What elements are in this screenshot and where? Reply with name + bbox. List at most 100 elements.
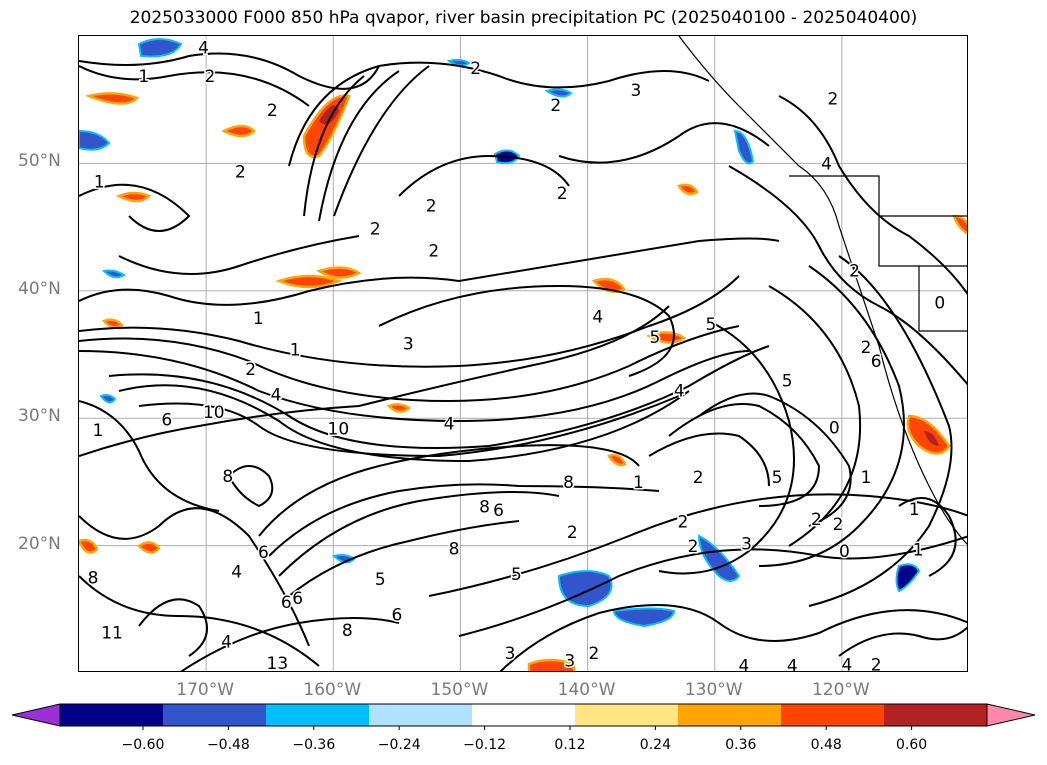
positive-anomaly-area	[386, 403, 412, 413]
contour-label: 4	[444, 415, 455, 435]
contour-label: 8	[449, 539, 460, 559]
colorbar-border	[59, 703, 988, 727]
contour-label: 1	[138, 67, 149, 87]
contour-label: 2	[426, 197, 437, 217]
contour-label: 1	[93, 421, 104, 441]
contour-label: 6	[281, 593, 292, 613]
negative-anomaly-area	[101, 269, 126, 279]
contour-label: 2	[567, 523, 578, 543]
contour-label: 2	[235, 162, 246, 182]
contour-label: 2	[693, 468, 704, 488]
positive-anomaly-area	[79, 538, 99, 554]
contour-label: 4	[198, 39, 209, 59]
colorbar-tick-label: −0.12	[463, 737, 507, 753]
contour-label: 2	[245, 360, 256, 380]
colorbar-segment	[60, 704, 164, 726]
contour-label: 13	[267, 654, 289, 672]
contour-label: 4	[787, 657, 798, 672]
latitude-label: 20°N	[18, 533, 61, 554]
contour-label: 1	[94, 173, 105, 193]
precip-shading	[79, 38, 967, 671]
negative-anomaly-area	[79, 129, 111, 151]
contour-label: 2	[205, 67, 216, 87]
positive-anomaly-area	[221, 124, 256, 138]
contour-label: 4	[674, 381, 685, 401]
contour-label: 8	[222, 467, 233, 487]
contour-label: 1	[913, 541, 924, 561]
colorbar-extend-low	[11, 703, 61, 727]
colorbar-segment	[369, 704, 473, 726]
negative-anomaly-area	[446, 58, 471, 67]
positive-anomaly-area	[952, 214, 967, 235]
positive-anomaly-area	[924, 431, 939, 446]
map-panel: 4 1 2 2 1 2 2 2 3 2 4 2 2 2 2 1 1 3 5 5 4 2 4 10 10 4 1 6 8 8 8 6 8 4 5 2 2 2…	[78, 35, 968, 672]
negative-anomaly-area	[612, 607, 676, 628]
contour-label: 8	[342, 621, 353, 641]
colorbar-tick-label: −0.24	[377, 737, 421, 753]
longitude-label: 170°W	[176, 680, 235, 700]
longitude-label: 130°W	[684, 680, 743, 700]
contour-label: 4	[592, 308, 603, 328]
contour-label: 2	[861, 338, 872, 358]
contour-label: 5	[375, 570, 386, 590]
contour-label: 4	[221, 632, 232, 652]
longitude-label: 140°W	[557, 680, 616, 700]
colorbar-tick-label: 0.36	[725, 737, 757, 753]
contour-label: 4	[231, 562, 242, 582]
contour-label: 3	[630, 81, 641, 101]
graticule	[79, 36, 967, 671]
positive-anomaly-area	[101, 318, 125, 329]
contour-label: 6	[292, 589, 303, 609]
contour-label: 10	[203, 403, 225, 423]
contour-label: 10	[328, 420, 350, 440]
contour-label: 1	[909, 500, 920, 520]
negative-anomaly-area	[544, 88, 573, 98]
contour-label: 5	[772, 468, 783, 488]
contour-label: 6	[391, 606, 402, 626]
contour-label: 8	[479, 497, 490, 517]
coastline	[678, 36, 967, 545]
contour-label: 6	[258, 543, 269, 563]
contour-label: 2	[688, 537, 699, 557]
contour-label: 5	[511, 565, 522, 585]
contour-label: 1	[253, 309, 264, 329]
contour-label: 4	[271, 385, 282, 405]
positive-anomaly-area	[677, 183, 699, 196]
colorbar-tick-label: 0.60	[896, 737, 928, 753]
contour-label: 4	[739, 657, 750, 672]
latitude-label: 50°N	[18, 151, 61, 172]
positive-anomaly-area	[646, 331, 687, 344]
positive-anomaly-area	[527, 658, 576, 671]
colorbar-segment	[472, 704, 576, 726]
contour-label: 5	[650, 328, 661, 348]
negative-anomaly-area	[99, 394, 117, 404]
colorbar-tick-label: −0.36	[292, 737, 336, 753]
colorbar-tick-label: −0.48	[206, 737, 250, 753]
contour-label: 2	[370, 220, 381, 240]
negative-anomaly-area	[137, 38, 183, 58]
contour-label: 0	[934, 294, 945, 314]
positive-anomaly-area	[607, 453, 627, 467]
colorbar-segment	[678, 704, 782, 726]
contour-label: 1	[861, 468, 872, 488]
colorbar-tick-label: −0.60	[121, 737, 165, 753]
contour-label: 3	[741, 534, 752, 554]
longitude-label: 160°W	[303, 680, 362, 700]
longitude-label: 120°W	[811, 680, 870, 700]
contour-label: 0	[829, 418, 840, 438]
contour-label: 5	[782, 371, 793, 391]
contour-label: 5	[705, 315, 716, 335]
positive-anomaly-area	[84, 92, 140, 105]
colorbar-tick-label: 0.24	[639, 737, 671, 753]
contour-label: 3	[564, 652, 575, 672]
contour-label: 11	[101, 624, 123, 644]
contour-label: 2	[871, 655, 882, 672]
colorbar-segment	[163, 704, 267, 726]
contour-label: 2	[550, 96, 561, 116]
figure-title: 2025033000 F000 850 hPa qvapor, river ba…	[129, 8, 918, 28]
contour-label: 2	[267, 101, 278, 121]
contour-label: 2	[678, 513, 689, 533]
contour-label: 6	[871, 352, 882, 372]
contour-label: 6	[161, 411, 172, 431]
contour-label: 1	[290, 341, 301, 361]
